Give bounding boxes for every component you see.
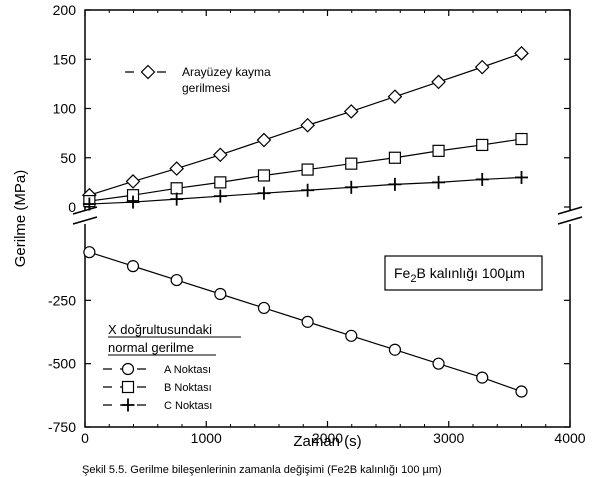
data-point — [83, 246, 96, 259]
shear-legend-label-1: Arayüzey kayma — [182, 65, 271, 79]
data-point — [345, 329, 358, 342]
data-point — [388, 151, 402, 164]
legend-item: C Noktası — [103, 398, 212, 412]
data-point — [126, 195, 140, 209]
series-3 — [82, 170, 528, 211]
y-tick-label: 0 — [68, 199, 76, 215]
series-2 — [83, 132, 528, 208]
data-point — [212, 147, 228, 163]
data-point — [344, 180, 358, 194]
data-point — [387, 89, 403, 105]
data-point — [301, 183, 315, 197]
data-point — [514, 45, 529, 61]
thickness-label: Fe2B kalınlığı 100µm — [394, 265, 525, 285]
data-point — [257, 186, 271, 200]
legend-marker — [121, 398, 135, 412]
x-tick-label: 4000 — [554, 430, 585, 446]
normal-stress-legend: X doğrultusundaki normal gerilme A Noktası… — [103, 322, 241, 412]
y-tick-label: 200 — [53, 2, 77, 18]
data-point — [476, 138, 489, 152]
data-point — [170, 182, 183, 195]
axis-break-mark — [72, 206, 98, 215]
data-point — [257, 169, 271, 182]
legend-marker — [121, 380, 135, 394]
data-point — [214, 287, 227, 301]
x-tick-label: 3000 — [433, 430, 464, 446]
series-1 — [82, 45, 529, 203]
data-point — [169, 161, 185, 176]
legend-title-2: normal gerilme — [108, 340, 194, 355]
data-point — [476, 371, 489, 384]
axis-break — [72, 206, 583, 225]
data-point — [345, 157, 358, 170]
data-point — [432, 357, 445, 370]
data-point — [432, 175, 446, 189]
data-point — [388, 177, 402, 191]
legend-item: A Noktası — [103, 362, 211, 376]
data-point — [515, 132, 528, 146]
shear-legend-label-2: gerilmesi — [182, 81, 230, 95]
thickness-note: Fe2B kalınlığı 100µm — [384, 255, 543, 291]
data-point — [301, 315, 314, 328]
data-point — [213, 189, 227, 203]
data-point — [126, 260, 140, 273]
data-point — [474, 59, 490, 75]
axis-break-gap — [558, 210, 582, 224]
axis-break-mark — [72, 216, 98, 225]
y-tick-label: 50 — [60, 150, 76, 166]
y-tick-label: 100 — [53, 101, 77, 117]
data-point — [343, 104, 359, 119]
x-tick-label: 0 — [81, 430, 89, 446]
series-4 — [83, 246, 528, 398]
data-point — [170, 192, 184, 206]
y-tick-label: -750 — [48, 419, 76, 435]
thickness-box — [384, 255, 543, 291]
legend-item: B Noktası — [103, 380, 212, 394]
legend-marker — [121, 362, 135, 376]
data-point — [475, 172, 489, 186]
y-axis-title: Gerilme (MPa) — [12, 170, 29, 268]
data-point — [388, 343, 402, 356]
data-point — [170, 273, 183, 287]
figure-caption: Şekil 5.5. Gerilme bileşenlerinin zamanl… — [82, 464, 442, 476]
data-point — [214, 176, 227, 189]
data-point — [432, 144, 445, 157]
y-tick-label: -250 — [48, 292, 76, 308]
legend-label: B Noktası — [164, 382, 212, 394]
data-point — [301, 163, 314, 176]
x-tick-label: 2000 — [312, 430, 343, 446]
data-point — [515, 385, 528, 398]
legend-label: C Noktası — [164, 400, 212, 412]
x-tick-label: 1000 — [191, 430, 222, 446]
data-point — [431, 74, 446, 90]
data-point — [257, 301, 271, 315]
shear-legend: Arayüzey kayma gerilmesi — [125, 64, 271, 95]
x-axis-title: Zaman (s) — [293, 433, 361, 450]
axis-break-mark — [557, 216, 583, 225]
axis-break-mark — [557, 206, 583, 215]
data-point — [125, 174, 141, 189]
legend-title-1: X doğrultusundaki — [108, 322, 212, 337]
data-point — [82, 197, 96, 211]
legend-marker — [140, 64, 156, 80]
legend-label: A Noktası — [164, 364, 211, 376]
data-point — [256, 132, 272, 148]
axis-break-gap — [73, 210, 97, 224]
data-point — [515, 170, 528, 184]
y-tick-label: -500 — [48, 356, 76, 372]
y-tick-label: 150 — [53, 51, 77, 67]
data-point — [300, 117, 315, 133]
